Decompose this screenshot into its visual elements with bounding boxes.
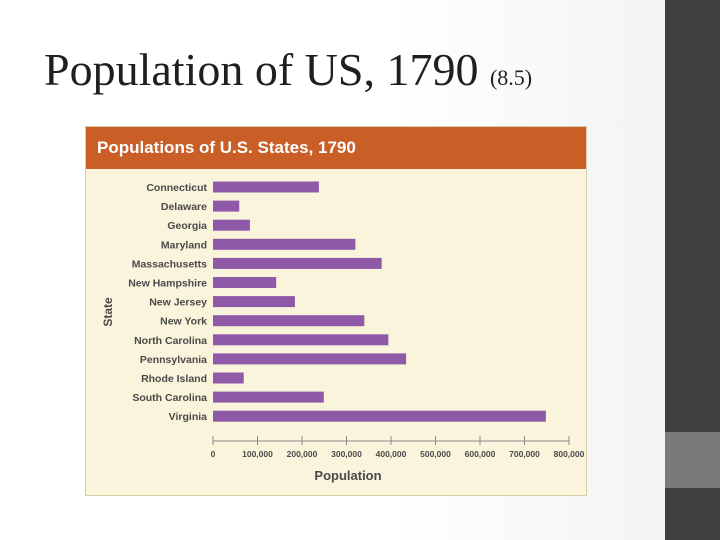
y-tick-label: Virginia	[169, 411, 207, 423]
x-tick-label: 500,000	[420, 449, 451, 459]
y-tick-label: Rhode Island	[141, 373, 207, 385]
y-tick-label: Connecticut	[146, 182, 207, 194]
bar-chart: Connecticut Delaware Georgia Maryland Massac…	[101, 181, 585, 483]
x-tick-label: 700,000	[509, 449, 540, 459]
y-tick-label: Maryland	[161, 239, 207, 251]
x-tick-label: 600,000	[465, 449, 496, 459]
x-tick-label: 400,000	[376, 449, 407, 459]
y-tick-label: Georgia	[167, 220, 207, 232]
x-tick-label: 100,000	[242, 449, 273, 459]
bar	[213, 238, 356, 250]
bar	[213, 257, 382, 269]
y-tick-label: North Carolina	[134, 335, 207, 347]
y-tick-label: New Hampshire	[128, 278, 207, 290]
chart-panel: Populations of U.S. States, 1790 Connect…	[85, 126, 587, 496]
slide-title: Population of US, 1790 (8.5)	[44, 40, 532, 108]
bar	[213, 219, 250, 231]
bar	[213, 391, 324, 403]
bar	[213, 353, 407, 365]
y-tick-label: Massachusetts	[132, 258, 207, 270]
side-bar-accent	[665, 432, 720, 488]
y-axis-label: State	[101, 297, 115, 327]
x-tick-label: 300,000	[331, 449, 362, 459]
bar	[213, 372, 244, 384]
x-tick-label: 800,000	[554, 449, 585, 459]
bar	[213, 410, 546, 422]
y-tick-label: South Carolina	[132, 392, 207, 404]
bar	[213, 334, 389, 346]
bar	[213, 315, 365, 327]
bar	[213, 200, 240, 212]
y-tick-label: New Jersey	[149, 297, 207, 309]
chart-title: Populations of U.S. States, 1790	[86, 127, 586, 169]
bar	[213, 277, 277, 288]
x-tick-label: 0	[211, 449, 216, 459]
y-tick-label: New York	[160, 316, 207, 328]
bar	[213, 181, 319, 193]
slide-title-sub: (8.5)	[489, 65, 533, 90]
y-tick-label: Pennsylvania	[140, 354, 207, 366]
y-tick-label: Delaware	[161, 201, 207, 213]
x-tick-label: 200,000	[287, 449, 318, 459]
bar	[213, 296, 295, 308]
slide-title-main: Population of US, 1790	[44, 44, 479, 95]
x-axis-label: Population	[314, 468, 381, 483]
